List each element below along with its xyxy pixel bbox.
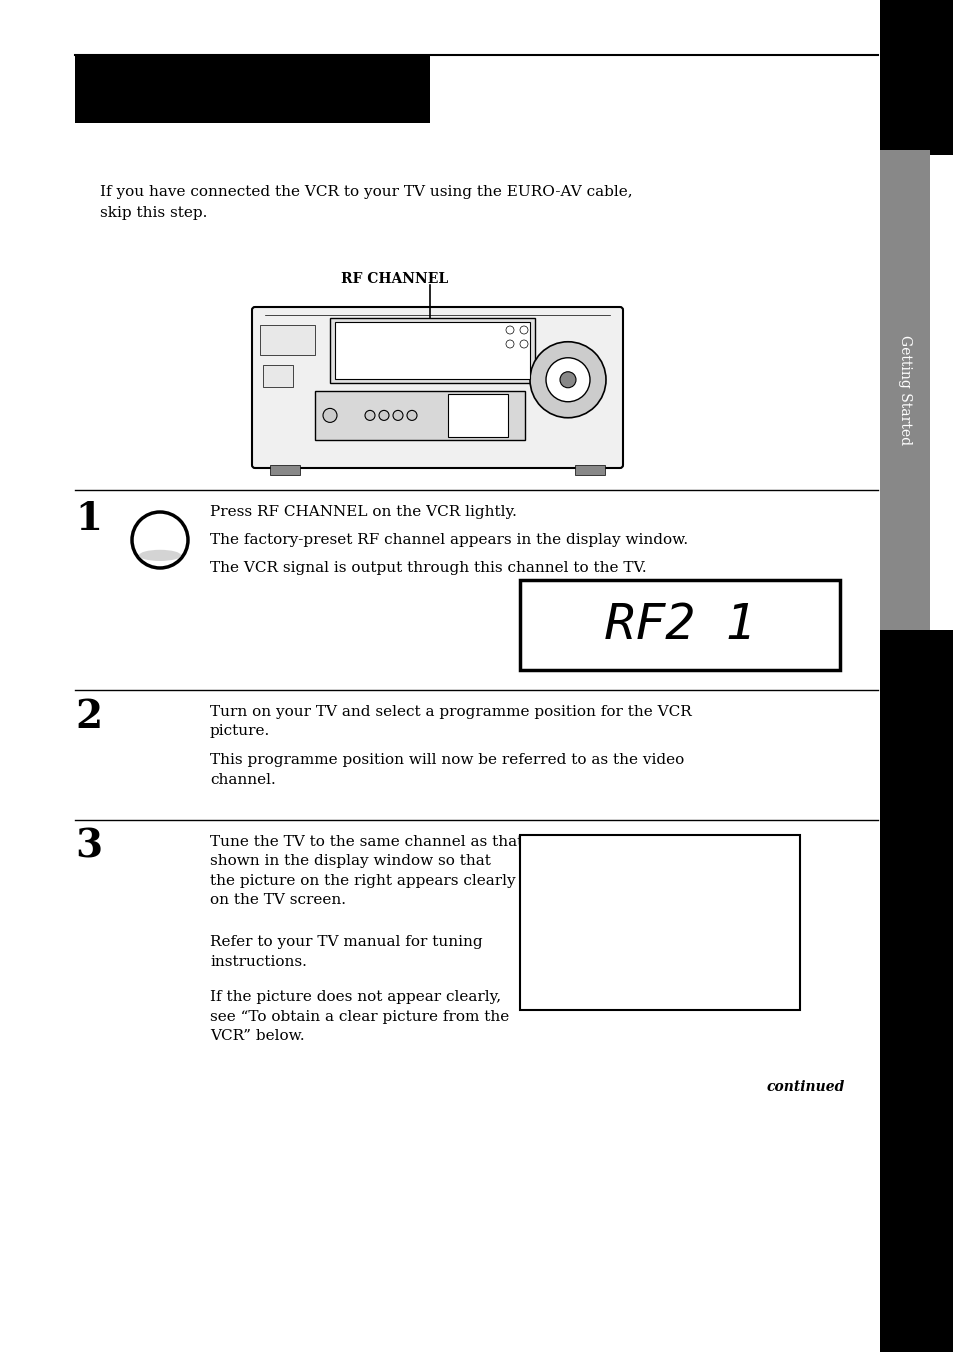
Bar bbox=[519, 580, 840, 671]
Bar bbox=[335, 322, 530, 379]
Circle shape bbox=[559, 372, 576, 388]
Circle shape bbox=[378, 411, 389, 420]
FancyBboxPatch shape bbox=[252, 307, 622, 468]
Text: Refer to your TV manual for tuning
instructions.: Refer to your TV manual for tuning instr… bbox=[210, 936, 482, 968]
Text: Turn on your TV and select a programme position for the VCR
picture.: Turn on your TV and select a programme p… bbox=[210, 704, 691, 738]
Text: 1: 1 bbox=[75, 500, 102, 538]
Text: If you have connected the VCR to your TV using the EURO-AV cable,
skip this step: If you have connected the VCR to your TV… bbox=[100, 185, 632, 219]
Circle shape bbox=[505, 326, 514, 334]
Circle shape bbox=[407, 411, 416, 420]
Text: RF2 1: RF2 1 bbox=[604, 602, 755, 649]
Text: continued: continued bbox=[766, 1080, 844, 1094]
Bar bbox=[75, 55, 430, 123]
Text: RF CHANNEL: RF CHANNEL bbox=[341, 272, 448, 287]
Text: The factory-preset RF channel appears in the display window.: The factory-preset RF channel appears in… bbox=[210, 533, 687, 548]
Circle shape bbox=[365, 411, 375, 420]
Text: 2: 2 bbox=[75, 698, 102, 735]
Text: The VCR signal is output through this channel to the TV.: The VCR signal is output through this ch… bbox=[210, 561, 646, 575]
Bar bbox=[519, 836, 800, 1010]
Text: 3: 3 bbox=[75, 827, 102, 867]
Text: Press RF CHANNEL on the VCR lightly.: Press RF CHANNEL on the VCR lightly. bbox=[210, 506, 517, 519]
Bar bbox=[447, 393, 507, 437]
Circle shape bbox=[505, 339, 514, 347]
Ellipse shape bbox=[139, 550, 181, 561]
Bar bbox=[879, 0, 953, 155]
Bar bbox=[879, 150, 929, 630]
Text: Tune the TV to the same channel as that
shown in the display window so that
the : Tune the TV to the same channel as that … bbox=[210, 836, 522, 907]
Circle shape bbox=[323, 408, 336, 422]
Text: Getting Started: Getting Started bbox=[897, 335, 911, 445]
Circle shape bbox=[545, 358, 589, 402]
Bar bbox=[270, 465, 299, 475]
Circle shape bbox=[530, 342, 605, 418]
Bar bbox=[260, 324, 314, 356]
Bar bbox=[314, 391, 524, 441]
Circle shape bbox=[519, 326, 527, 334]
Circle shape bbox=[393, 411, 402, 420]
Bar bbox=[263, 365, 293, 387]
Bar bbox=[330, 318, 535, 383]
Circle shape bbox=[519, 339, 527, 347]
Bar bbox=[879, 630, 953, 1352]
Bar bbox=[575, 465, 604, 475]
Text: This programme position will now be referred to as the video
channel.: This programme position will now be refe… bbox=[210, 753, 683, 787]
Text: If the picture does not appear clearly,
see “To obtain a clear picture from the
: If the picture does not appear clearly, … bbox=[210, 990, 509, 1042]
Circle shape bbox=[132, 512, 188, 568]
